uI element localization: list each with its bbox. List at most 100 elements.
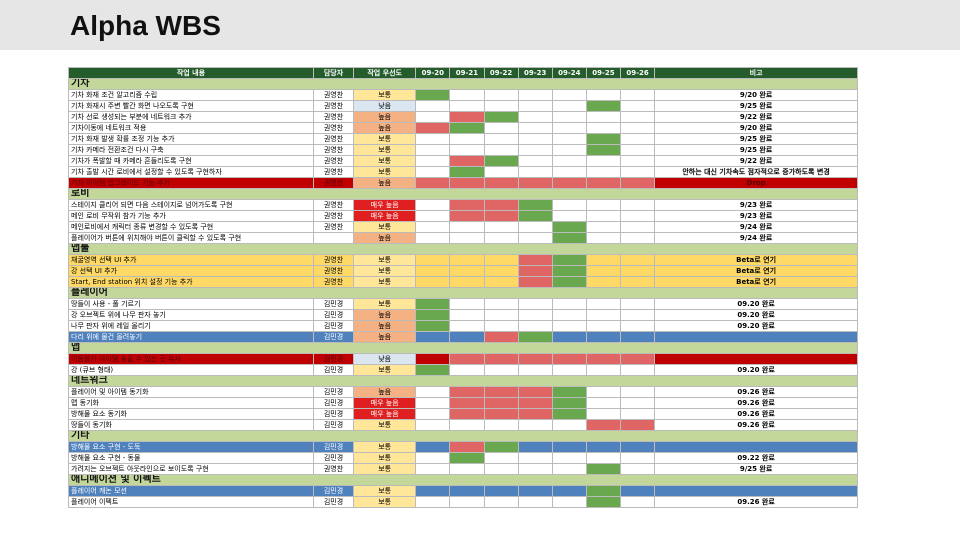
note: 9/24 완료 (654, 221, 858, 233)
schedule-cell (483, 463, 519, 475)
schedule-cell (449, 254, 485, 266)
schedule-cell (483, 89, 519, 101)
note: 09.20 완료 (654, 298, 858, 310)
schedule-cell (585, 320, 622, 332)
task: 기차 출발 시간 로비에서 설정할 수 있도록 구현하자 (68, 166, 314, 178)
schedule-cell (585, 89, 622, 101)
column-header: 09-23 (517, 67, 553, 79)
section-row: 맵 (68, 342, 858, 354)
schedule-cell (449, 144, 485, 156)
note: 9/25 완료 (654, 100, 858, 112)
task-row: 방해물 요소 구현 - 도둑 김민경 보통 (68, 441, 858, 453)
schedule-cell (585, 133, 622, 145)
task: 플레이어 이펙트 (68, 496, 314, 508)
priority: 높음 (353, 386, 417, 398)
note: 09.26 완료 (654, 496, 858, 508)
task-row: 땅들이 사용 - 풀 기르기 김민경 보통 09.20 완료 (68, 298, 858, 310)
task-row: 기차 화재 발생 확률 조정 기능 추가 권영찬 보통 9/25 완료 (68, 133, 858, 145)
schedule-cell (620, 485, 656, 497)
priority: 보통 (353, 144, 417, 156)
schedule-cell (483, 364, 519, 376)
schedule-cell (585, 210, 622, 222)
column-header: 09-22 (483, 67, 519, 79)
schedule-cell (517, 408, 553, 420)
schedule-cell (449, 397, 485, 409)
schedule-cell (483, 122, 519, 134)
schedule-cell (551, 155, 587, 167)
priority: 매우 높음 (353, 408, 417, 420)
note: 9/25 완료 (654, 463, 858, 475)
schedule-cell (517, 166, 553, 178)
schedule-cell (415, 309, 451, 321)
schedule-cell (483, 254, 519, 266)
schedule-cell (585, 265, 622, 277)
task: 플레이어 및 아이템 동기화 (68, 386, 314, 398)
owner: 권영찬 (312, 100, 355, 112)
priority: 매우 높음 (353, 210, 417, 222)
owner: 김민경 (312, 419, 355, 431)
schedule-cell (620, 419, 656, 431)
priority: 보통 (353, 133, 417, 145)
task-row: 기차 선로 생성되는 부분에 네트워크 추가 권영찬 높음 9/22 완료 (68, 111, 858, 123)
task: 방해물 요소 구현 - 동물 (68, 452, 314, 464)
schedule-cell (415, 265, 451, 277)
schedule-cell (551, 265, 587, 277)
note: 9/25 완료 (654, 133, 858, 145)
schedule-cell (415, 353, 451, 365)
schedule-cell (449, 166, 485, 178)
task: 이동불가 아이템 놓을 수 있는 곳 유사 (68, 353, 314, 365)
schedule-cell (585, 353, 622, 365)
schedule-cell (415, 111, 451, 123)
task-row: 다리 위에 물건 올려놓기 김민경 높음 (68, 331, 858, 343)
schedule-cell (551, 89, 587, 101)
note: 9/25 완료 (654, 144, 858, 156)
schedule-cell (415, 452, 451, 464)
schedule-cell (483, 265, 519, 277)
schedule-cell (585, 331, 622, 343)
schedule-cell (517, 386, 553, 398)
priority: 보통 (353, 419, 417, 431)
schedule-cell (483, 232, 519, 244)
wbs-table: 작업 내용 담당자 작업 우선도 09-20 09-21 09-22 09-23 09-24 0… (68, 67, 858, 508)
column-header: 09-26 (620, 67, 656, 79)
task-row: 땅들이 동기화 김민경 보통 09.26 완료 (68, 419, 858, 431)
task: 기차 아이템 업그레이드 기능 추가 (68, 177, 314, 189)
schedule-cell (483, 353, 519, 365)
task: 스테이지 클리어 되면 다음 스테이지로 넘어가도록 구현 (68, 199, 314, 211)
section-title: 맵 (68, 342, 858, 354)
task-row: 이동불가 아이템 놓을 수 있는 곳 유사 김민경 낮음 (68, 353, 858, 365)
schedule-cell (415, 485, 451, 497)
section-row: 맵툴 (68, 243, 858, 255)
task-row: 가려지는 오브젝트 아웃라인으로 보이도록 구현 권영찬 보통 9/25 완료 (68, 463, 858, 475)
schedule-cell (483, 331, 519, 343)
schedule-cell (415, 397, 451, 409)
owner: 김민경 (312, 408, 355, 420)
owner: 김민경 (312, 386, 355, 398)
section-row: 플레이어 (68, 287, 858, 299)
schedule-cell (415, 254, 451, 266)
schedule-cell (517, 452, 553, 464)
task: 다리 위에 물건 올려놓기 (68, 331, 314, 343)
schedule-cell (449, 386, 485, 398)
note: 09.26 완료 (654, 419, 858, 431)
priority: 낮음 (353, 100, 417, 112)
schedule-cell (449, 111, 485, 123)
schedule-cell (551, 122, 587, 134)
schedule-cell (483, 386, 519, 398)
schedule-cell (517, 177, 553, 189)
schedule-cell (620, 386, 656, 398)
schedule-cell (449, 265, 485, 277)
schedule-cell (517, 397, 553, 409)
schedule-cell (415, 232, 451, 244)
schedule-cell (449, 463, 485, 475)
schedule-cell (449, 177, 485, 189)
schedule-cell (415, 364, 451, 376)
owner: 권영찬 (312, 221, 355, 233)
owner: 김민경 (312, 452, 355, 464)
schedule-cell (483, 485, 519, 497)
schedule-cell (517, 199, 553, 211)
task-row: 플레이어가 버튼에 위치해야 버튼이 클릭할 수 있도록 구현 높음 9/24 완료 (68, 232, 858, 244)
schedule-cell (483, 276, 519, 288)
schedule-cell (585, 199, 622, 211)
